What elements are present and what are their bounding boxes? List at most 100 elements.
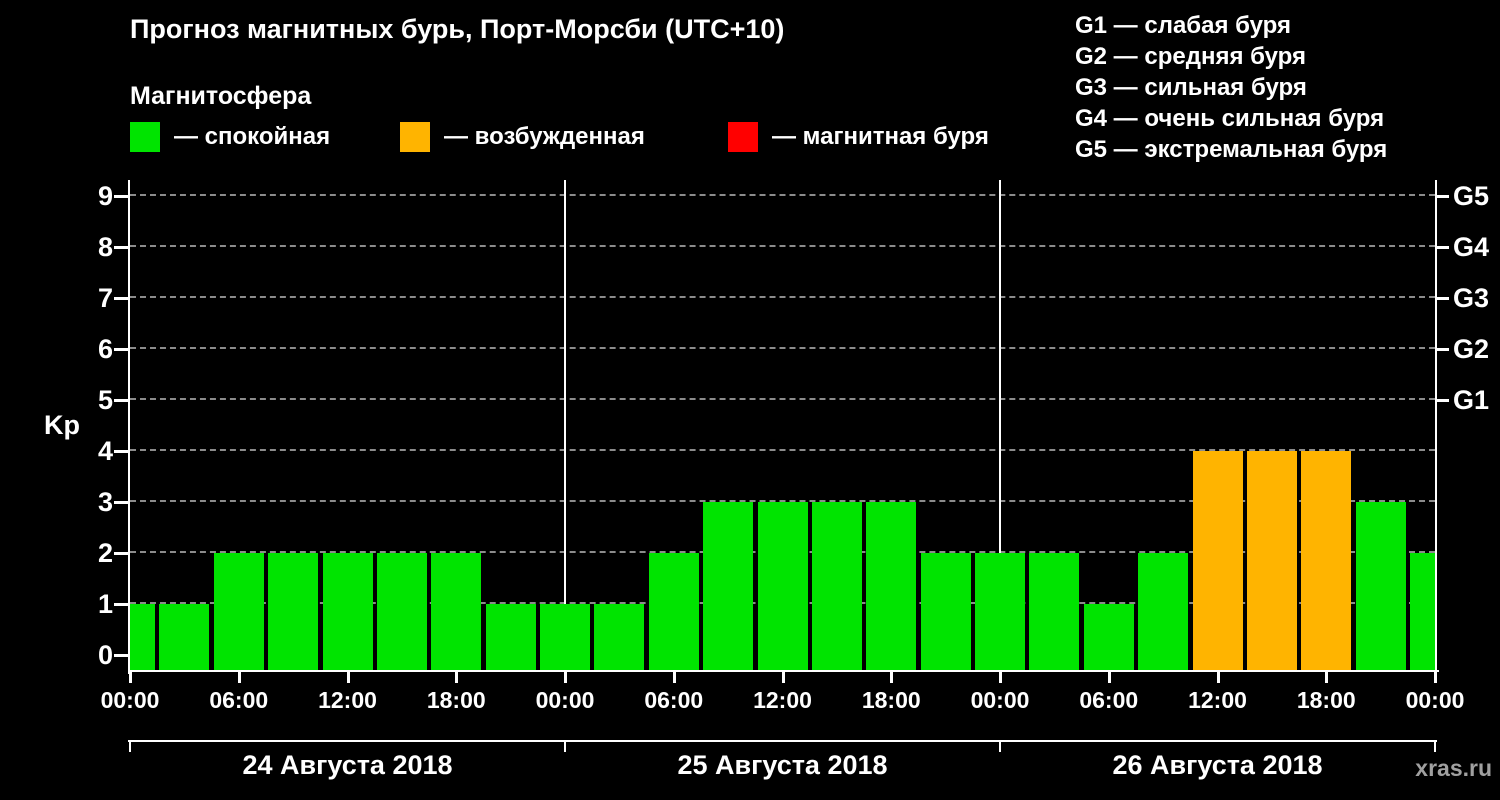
x-tick-mark	[129, 672, 132, 683]
legend-item-quiet: — спокойная	[130, 122, 330, 152]
storm-scale-line-4: G4 — очень сильная буря	[1075, 105, 1385, 132]
y-tick-label-0: 0	[97, 640, 113, 670]
x-tick-label: 12:00	[1188, 687, 1247, 713]
x-tick-label: 06:00	[1079, 687, 1139, 713]
x-tick-label: 00:00	[970, 687, 1030, 713]
kp-bar	[1029, 553, 1080, 670]
legend-label-excited: — возбужденная	[444, 123, 645, 150]
date-label: 26 Августа 2018	[1112, 750, 1323, 780]
storm-scale-line-1: G1 — слабая буря	[1075, 12, 1292, 39]
right-tick-mark	[1437, 297, 1449, 300]
kp-bar	[757, 502, 808, 670]
kp-bar	[1138, 553, 1189, 670]
y-tick-mark	[114, 552, 128, 555]
kp-bar	[1355, 502, 1406, 670]
x-tick-mark	[1107, 672, 1111, 683]
x-tick-mark	[1325, 672, 1329, 683]
kp-bar	[1192, 451, 1243, 670]
chart-title: Прогноз магнитных бурь, Порт-Морсби (UTC…	[130, 14, 785, 44]
plot-area	[130, 180, 1435, 670]
y-tick-mark	[114, 297, 128, 300]
y-tick-mark	[114, 246, 128, 249]
x-tick-mark	[455, 672, 459, 683]
right-axis-label-G2: G2	[1453, 334, 1490, 364]
y-tick-label-1: 1	[97, 589, 113, 619]
right-tick-mark	[1437, 348, 1449, 351]
y-tick-label-6: 6	[97, 334, 113, 364]
y-tick-mark	[114, 654, 128, 657]
gridline-kp-5	[130, 398, 1435, 400]
y-tick-mark	[114, 450, 128, 453]
x-tick-mark	[1434, 672, 1437, 683]
x-tick-label: 12:00	[753, 687, 812, 713]
x-tick-mark	[564, 672, 567, 683]
right-axis-label-G5: G5	[1453, 181, 1490, 211]
legend-item-excited: — возбужденная	[400, 122, 645, 152]
kp-bar	[920, 553, 971, 670]
date-tick-mark	[1434, 742, 1436, 752]
x-tick-mark	[999, 672, 1002, 683]
gridline-kp-3	[130, 500, 1435, 502]
kp-bar	[1083, 604, 1134, 670]
kp-bar	[1301, 451, 1352, 670]
kp-bar	[431, 553, 482, 670]
y-tick-mark	[114, 348, 128, 351]
gridline-kp-7	[130, 296, 1435, 298]
magnetosphere-label: Магнитосфера	[130, 82, 312, 110]
x-tick-mark	[1216, 672, 1220, 683]
right-tick-mark	[1437, 399, 1449, 402]
y-tick-label-5: 5	[97, 385, 113, 415]
right-axis-line	[1435, 180, 1437, 672]
x-tick-label: 18:00	[1296, 687, 1356, 713]
y-tick-mark	[114, 399, 128, 402]
date-label: 25 Августа 2018	[677, 750, 888, 780]
x-tick-mark	[346, 672, 350, 683]
gridline-kp-6	[130, 347, 1435, 349]
y-tick-label-2: 2	[97, 538, 113, 568]
x-tick-mark	[672, 672, 676, 683]
date-axis-line	[128, 740, 1437, 742]
y-tick-label-9: 9	[97, 181, 113, 211]
kp-bar	[322, 553, 373, 670]
x-tick-label: 00:00	[535, 687, 595, 713]
kp-bar	[811, 502, 862, 670]
x-tick-mark	[237, 672, 241, 683]
right-axis-label-G3: G3	[1453, 283, 1490, 313]
y-tick-label-7: 7	[97, 283, 113, 313]
x-tick-mark	[890, 672, 894, 683]
legend-swatch-quiet	[130, 122, 160, 152]
legend-swatch-storm	[728, 122, 758, 152]
kp-bar	[1246, 451, 1297, 670]
day-divider	[564, 180, 566, 670]
x-tick-label: 00:00	[1405, 687, 1465, 713]
kp-bar	[268, 553, 319, 670]
kp-bar	[485, 604, 536, 670]
storm-scale-line-3: G3 — сильная буря	[1075, 74, 1307, 101]
x-tick-label: 06:00	[209, 687, 269, 713]
right-tick-mark	[1437, 195, 1449, 198]
right-axis-label-G1: G1	[1453, 385, 1490, 415]
right-axis-label-G4: G4	[1453, 232, 1490, 262]
kp-bar	[540, 604, 590, 670]
x-tick-label: 06:00	[644, 687, 704, 713]
y-axis-line	[128, 180, 130, 674]
legend-label-quiet: — спокойная	[174, 123, 331, 150]
date-label: 24 Августа 2018	[242, 750, 453, 780]
day-divider	[999, 180, 1001, 670]
legend-swatch-excited	[400, 122, 430, 152]
y-tick-mark	[114, 195, 128, 198]
x-tick-label: 18:00	[861, 687, 921, 713]
storm-scale-legend: G1 — слабая буря G2 — средняя буря G3 — си…	[1075, 10, 1387, 165]
date-tick-mark	[999, 742, 1001, 752]
kp-bar	[130, 604, 155, 670]
date-tick-mark	[564, 742, 566, 752]
kp-bar	[975, 553, 1025, 670]
kp-bar	[866, 502, 917, 670]
date-tick-mark	[129, 742, 131, 752]
storm-scale-line-5: G5 — экстремальная буря	[1075, 136, 1388, 163]
kp-bar	[159, 604, 210, 670]
kp-bar	[1410, 553, 1435, 670]
x-tick-mark	[781, 672, 785, 683]
x-axis-line	[128, 670, 1439, 672]
legend-item-storm: — магнитная буря	[728, 122, 989, 152]
